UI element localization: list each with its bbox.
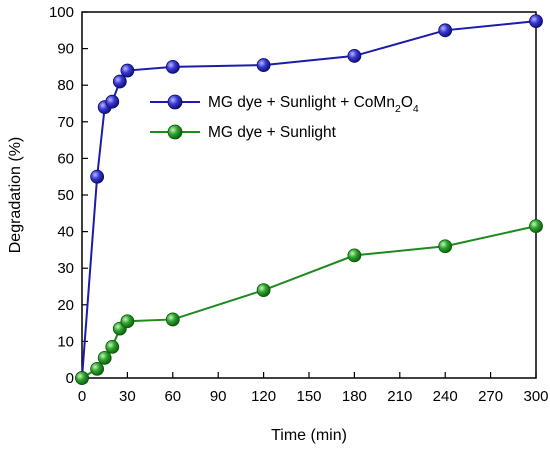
legend-label-nocat-series: MG dye + Sunlight: [208, 124, 337, 141]
y-axis-title: Degradation (%): [7, 137, 24, 254]
data-point: [529, 219, 543, 234]
nocat-series: [75, 219, 543, 385]
legend: MG dye + Sunlight + CoMn2O4 MG dye + Sun…: [150, 94, 419, 141]
legend-label-cat-sub1: 2: [395, 103, 401, 115]
x-axis-ticks: 0 30 60 90 120 150 180 210 240 270 300: [78, 372, 549, 405]
data-point: [347, 248, 362, 263]
cat-series: [75, 14, 543, 385]
x-tick-label: 150: [296, 388, 321, 405]
plot-frame: [81, 11, 537, 379]
data-point: [75, 371, 89, 385]
legend-item-cat-series: MG dye + Sunlight + CoMn2O4: [150, 94, 419, 115]
data-point: [120, 63, 135, 78]
data-point: [256, 58, 271, 72]
x-tick-label: 0: [78, 388, 86, 405]
data-point: [97, 350, 112, 365]
y-tick-label: 60: [57, 150, 74, 167]
y-tick-label: 50: [57, 187, 74, 204]
x-tick-label: 300: [523, 388, 548, 405]
series-line: [81, 225, 537, 379]
legend-marker-nocat-series: [167, 124, 183, 140]
x-tick-label: 120: [251, 388, 276, 405]
y-tick-label: 40: [57, 224, 74, 241]
legend-label-cat-sub2: 4: [413, 103, 419, 115]
y-axis-ticks: 0 10 20 30 40 50 60 70 80 90 100: [49, 4, 88, 387]
data-point: [120, 314, 135, 329]
legend-marker-cat-series: [167, 94, 183, 110]
y-tick-label: 100: [49, 4, 74, 21]
data-point: [529, 14, 543, 29]
data-point: [256, 283, 271, 298]
legend-label-cat-part-a: MG dye + Sunlight + CoMn: [208, 94, 395, 111]
x-tick-label: 210: [387, 388, 412, 405]
data-point: [438, 23, 453, 38]
x-tick-label: 180: [342, 388, 367, 405]
data-point: [105, 94, 120, 109]
data-point: [112, 74, 127, 89]
legend-label-cat-part-b: O: [401, 94, 413, 111]
y-tick-label: 70: [57, 114, 74, 131]
y-tick-label: 0: [66, 370, 74, 387]
data-point: [165, 60, 180, 74]
x-tick-label: 30: [119, 388, 136, 405]
x-tick-label: 60: [164, 388, 181, 405]
data-point: [438, 239, 453, 254]
y-tick-label: 30: [57, 260, 74, 277]
x-axis-title: Time (min): [271, 427, 347, 444]
series-line: [81, 20, 537, 379]
data-point: [90, 169, 105, 184]
series-layer: [75, 14, 543, 385]
data-point: [90, 361, 105, 376]
x-tick-label: 270: [478, 388, 503, 405]
y-tick-label: 80: [57, 77, 74, 94]
x-tick-label: 90: [210, 388, 227, 405]
data-point: [165, 312, 180, 327]
y-tick-label: 10: [57, 333, 74, 350]
y-tick-label: 90: [57, 41, 74, 58]
data-point: [105, 339, 120, 354]
y-tick-label: 20: [57, 297, 74, 314]
x-tick-label: 240: [433, 388, 458, 405]
legend-item-nocat-series: MG dye + Sunlight: [150, 124, 337, 141]
legend-label-cat-series: MG dye + Sunlight + CoMn2O4: [208, 94, 419, 115]
data-point: [347, 49, 362, 63]
